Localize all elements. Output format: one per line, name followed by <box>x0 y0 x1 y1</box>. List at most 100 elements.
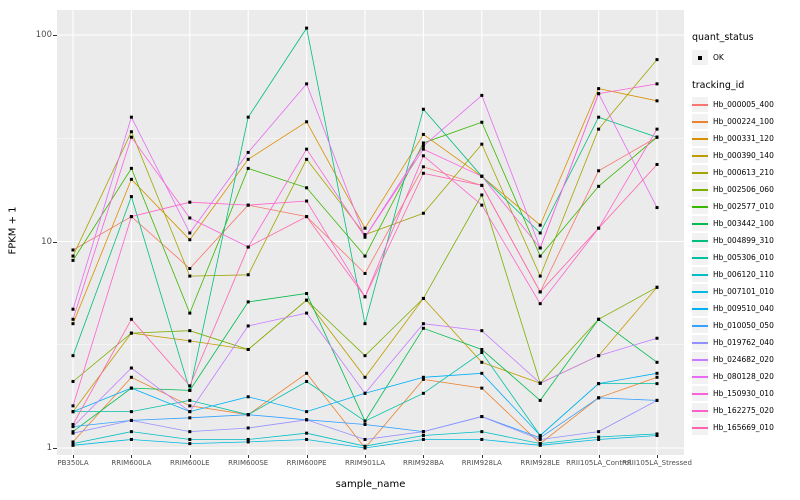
legend-item-label: Hb_162275_020 <box>713 406 774 415</box>
data-point <box>188 274 192 278</box>
data-point <box>421 430 425 434</box>
data-point <box>246 437 250 441</box>
data-point <box>421 437 425 441</box>
data-point <box>363 375 367 379</box>
y-tick-label: 100 <box>35 30 52 40</box>
data-point <box>538 290 542 294</box>
x-tick-label: RRIM928LE <box>520 459 560 467</box>
line-key-icon <box>692 165 708 180</box>
data-point <box>538 274 542 278</box>
data-point <box>71 440 75 444</box>
data-point <box>480 371 484 375</box>
data-point <box>305 215 309 219</box>
data-point <box>538 302 542 306</box>
data-point <box>71 322 75 326</box>
legend-item-label: Hb_000613_210 <box>713 168 774 177</box>
legend-tracking-items: Hb_000005_400 Hb_000224_100 Hb_000331_120 H… <box>692 96 798 436</box>
data-point <box>71 248 75 252</box>
x-tick-mark <box>423 455 425 458</box>
data-point <box>129 437 133 441</box>
x-tick-mark <box>481 455 483 458</box>
data-point <box>597 396 601 400</box>
legend-item-Hb_002506_060: Hb_002506_060 <box>692 181 798 198</box>
data-point <box>363 444 367 448</box>
data-point <box>246 426 250 430</box>
data-point <box>597 115 601 119</box>
data-point <box>188 339 192 343</box>
data-point <box>655 371 659 375</box>
data-point <box>71 258 75 262</box>
data-point <box>246 273 250 277</box>
line-key-icon <box>692 301 708 316</box>
data-point <box>363 354 367 358</box>
y-tick-label: 10 <box>41 236 52 247</box>
data-point <box>71 430 75 434</box>
line-key-icon <box>692 267 708 282</box>
data-point <box>363 437 367 441</box>
x-tick-mark <box>598 455 600 458</box>
data-point <box>188 398 192 402</box>
data-point <box>655 336 659 340</box>
legend-item-label: Hb_165669_010 <box>713 423 774 432</box>
data-point <box>421 171 425 175</box>
legend-item-label: Hb_024682_020 <box>713 355 774 364</box>
data-point <box>421 107 425 111</box>
data-point <box>129 430 133 434</box>
legend-item-Hb_009510_040: Hb_009510_040 <box>692 300 798 317</box>
x-tick-label: RRIM600LE <box>170 459 210 467</box>
line-key-icon <box>692 369 708 384</box>
data-point <box>246 115 250 119</box>
y-tick-mark <box>53 241 57 243</box>
data-point <box>188 437 192 441</box>
data-point <box>480 183 484 187</box>
data-point <box>305 26 309 30</box>
data-point <box>363 235 367 239</box>
data-point <box>480 120 484 124</box>
data-point <box>71 317 75 321</box>
legend-item-Hb_006120_110: Hb_006120_110 <box>692 266 798 283</box>
data-point <box>246 347 250 351</box>
legend-item-Hb_162275_020: Hb_162275_020 <box>692 402 798 419</box>
data-point <box>129 386 133 390</box>
data-point <box>655 285 659 289</box>
plot-panel <box>57 10 684 455</box>
data-point <box>421 322 425 326</box>
data-point <box>480 415 484 419</box>
data-point <box>655 135 659 139</box>
data-point <box>480 351 484 355</box>
legend-item-Hb_000224_100: Hb_000224_100 <box>692 113 798 130</box>
data-point <box>188 430 192 434</box>
data-point <box>363 446 367 450</box>
line-key-icon <box>692 386 708 401</box>
data-point <box>421 375 425 379</box>
line-key-icon <box>692 284 708 299</box>
legend: quant_status OK tracking_id Hb_000005_40… <box>692 0 798 436</box>
data-point <box>480 437 484 441</box>
data-point <box>188 200 192 204</box>
data-point <box>188 311 192 315</box>
data-point <box>363 422 367 426</box>
legend-item-label: Hb_002506_060 <box>713 185 774 194</box>
data-point <box>129 215 133 219</box>
data-point <box>363 271 367 275</box>
data-point <box>421 165 425 169</box>
line-key-icon <box>692 216 708 231</box>
data-point <box>129 418 133 422</box>
legend-item-Hb_002577_010: Hb_002577_010 <box>692 198 798 215</box>
line-key-icon <box>692 250 708 265</box>
data-point <box>655 162 659 166</box>
data-point <box>188 238 192 242</box>
data-point <box>188 267 192 271</box>
line-key-icon <box>692 114 708 129</box>
legend-item-Hb_000005_400: Hb_000005_400 <box>692 96 798 113</box>
data-point <box>188 442 192 446</box>
legend-item-label: Hb_000390_140 <box>713 151 774 160</box>
data-point <box>71 431 75 435</box>
data-point <box>421 154 425 158</box>
legend-item-label: Hb_000331_120 <box>713 134 774 143</box>
data-point <box>480 430 484 434</box>
data-point <box>246 157 250 161</box>
x-tick-label: RRIM928BA <box>402 459 444 467</box>
legend-item-label: Hb_003442_100 <box>713 219 774 228</box>
legend-item-label: Hb_000224_100 <box>713 117 774 126</box>
